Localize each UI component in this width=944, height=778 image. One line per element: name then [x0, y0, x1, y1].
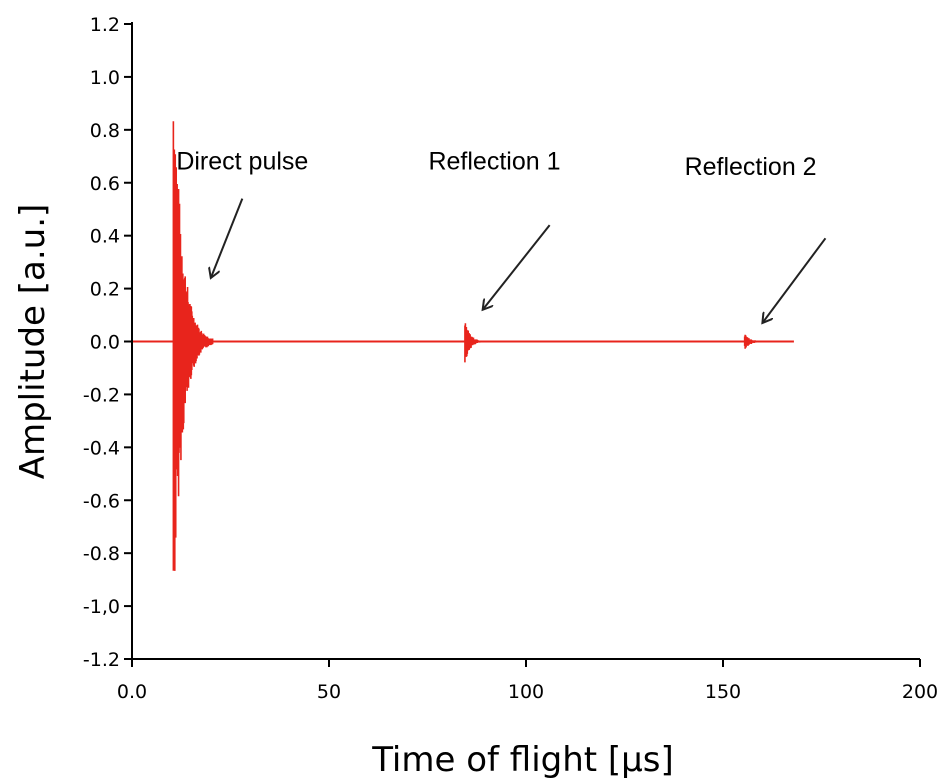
x-axis-ticks: 0.0 50 100 150 200	[117, 659, 938, 703]
y-tick-label: 0.4	[90, 226, 120, 248]
annotation-arrow	[211, 198, 244, 278]
x-tick-label: 200	[902, 681, 938, 703]
y-tick-label: 0.0	[90, 332, 120, 354]
annotation-label: Reflection 2	[685, 153, 817, 181]
annotation-label: Direct pulse	[176, 148, 308, 176]
y-tick-label: -0.4	[83, 437, 120, 459]
y-tick-label: -0.2	[83, 384, 120, 406]
pulse-2	[464, 323, 505, 363]
x-tick-label: 150	[705, 681, 741, 703]
y-tick-label: 0.6	[90, 173, 120, 195]
x-axis-title: Time of flight [µs]	[371, 740, 674, 778]
y-tick-label: 1.0	[90, 67, 120, 89]
y-tick-label: 0.8	[90, 120, 120, 142]
y-axis-title: Amplitude [a.u.]	[13, 204, 53, 480]
x-tick-label: 0.0	[117, 681, 147, 703]
annotations: Direct pulse Reflection 1 Reflection 2	[176, 148, 827, 323]
annotation-arrow	[483, 224, 551, 310]
y-tick-label: -1,0	[83, 596, 120, 618]
annotation-label: Reflection 1	[428, 148, 560, 176]
pulse-3	[743, 334, 777, 349]
annotation-arrow	[762, 237, 827, 323]
pulse-1	[172, 121, 214, 571]
x-tick-label: 100	[508, 681, 544, 703]
y-tick-label: 1.2	[90, 14, 120, 36]
y-tick-label: -0.8	[83, 543, 120, 565]
y-tick-label: 0.2	[90, 279, 120, 301]
x-tick-label: 50	[317, 681, 341, 703]
y-tick-label: -0.6	[83, 490, 120, 512]
y-axis-ticks: 1.2 1.0 0.8 0.6 0.4 0.2 0.0 -0.2 -0.4 -0.6 -0.8 -1,…	[83, 14, 132, 671]
y-tick-label: -1.2	[83, 649, 120, 671]
signal-trace	[132, 121, 794, 571]
